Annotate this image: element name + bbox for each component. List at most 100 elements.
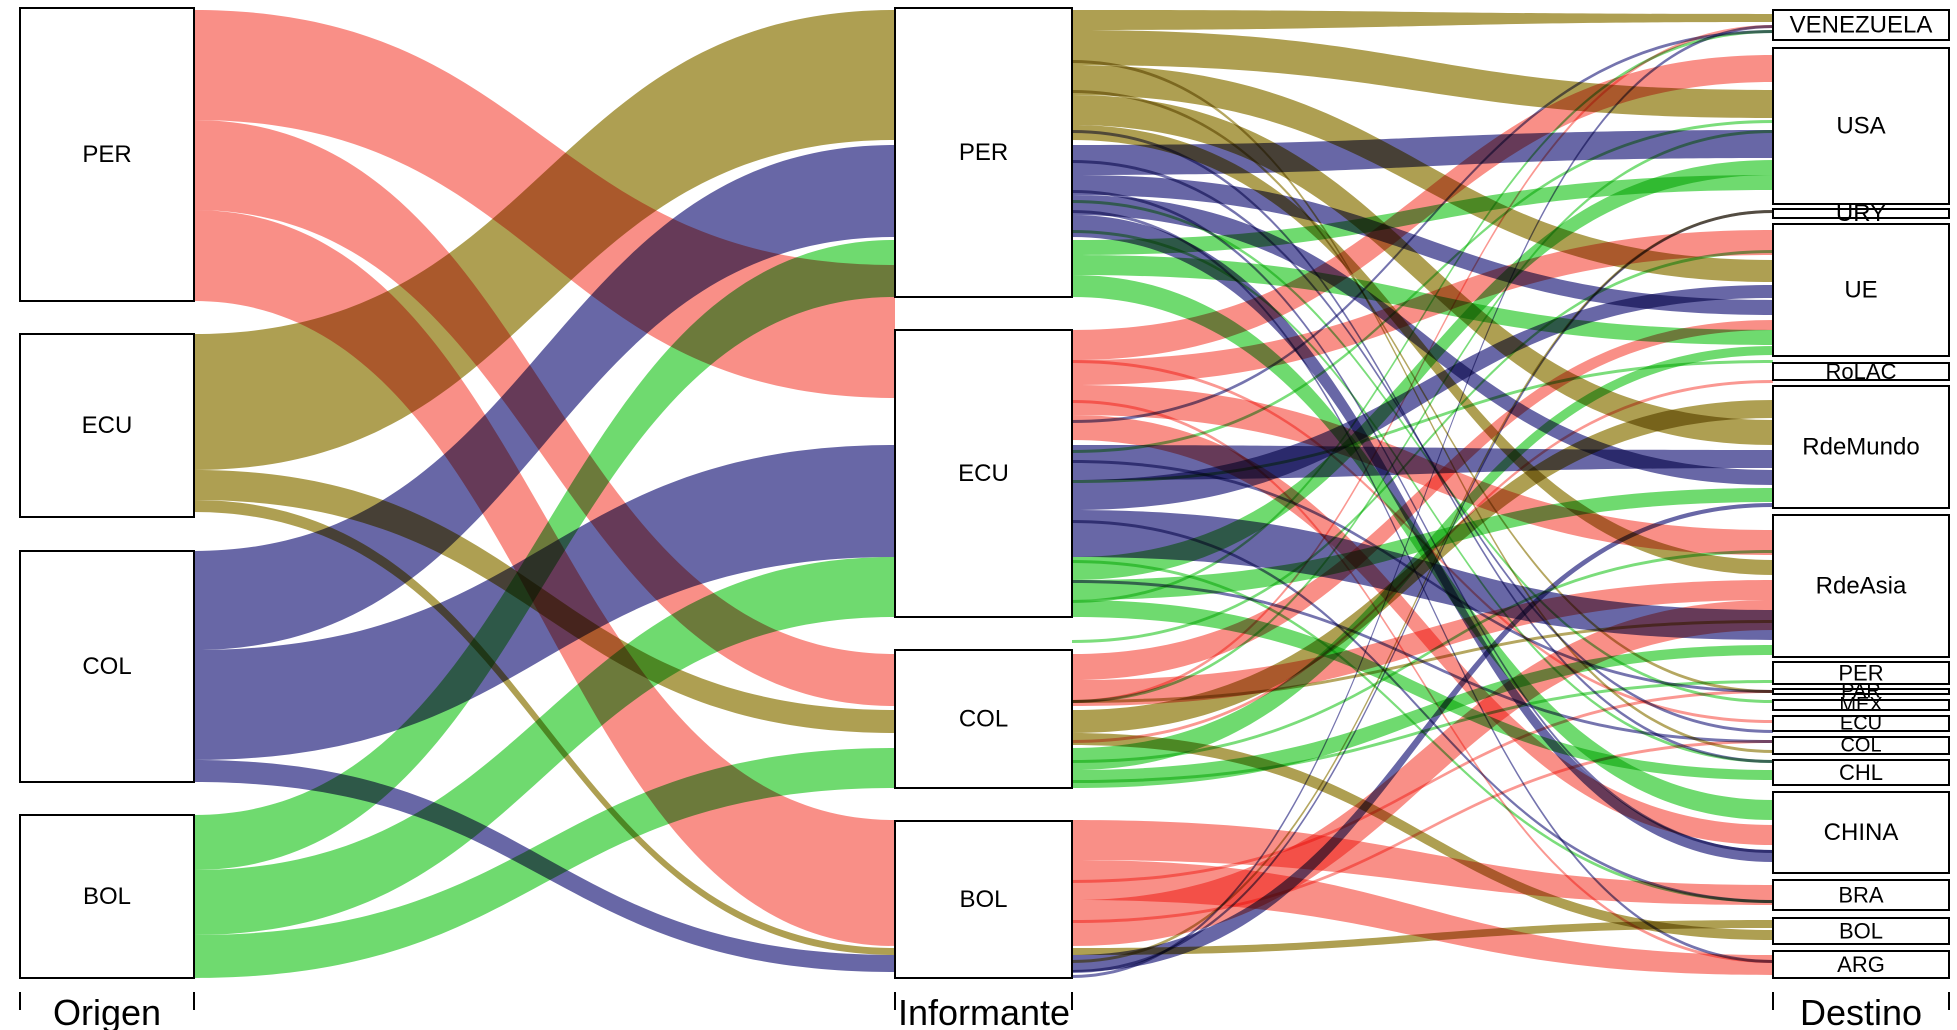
- flow-link-28: [1072, 620, 1773, 703]
- destino-node-per-box: [1772, 661, 1950, 685]
- destino-node-ury-label: URY: [1836, 200, 1886, 227]
- origen-node-ecu-box: [19, 333, 195, 518]
- informante-node-col-label: COL: [959, 706, 1008, 733]
- flow-ecu-to-rdemundo: [1072, 488, 1773, 600]
- informante-node-bol-label: BOL: [959, 886, 1007, 913]
- destino-node-ecu-label: ECU: [1840, 713, 1882, 735]
- flow-per-to-venezuela: [1072, 10, 1773, 30]
- flow-per-to-rdemundo: [1072, 195, 1773, 485]
- axis-label-destino: Destino: [1800, 992, 1922, 1030]
- flow-link-10: [1072, 200, 1773, 703]
- origin-to-informante-flows: [194, 10, 895, 978]
- flow-col-to-per: [194, 145, 895, 650]
- destino-node-rdeasia-box: [1772, 514, 1950, 658]
- flow-ecu-to-usa: [1072, 55, 1773, 360]
- destino-node-china-box: [1772, 791, 1950, 874]
- destino-node-ue-box: [1772, 223, 1950, 357]
- flow-link-15: [1072, 30, 1773, 603]
- flow-ecu-to-usa: [1072, 160, 1773, 580]
- destino-node-ue-label: UE: [1844, 277, 1877, 304]
- flow-ecu-to-per: [194, 10, 895, 470]
- destino-node-rolac-label: RoLAC: [1826, 359, 1897, 384]
- flow-link-13: [1072, 360, 1773, 483]
- destino-node-usa-box: [1772, 47, 1950, 205]
- flow-col-to-rdemundo: [1072, 400, 1773, 733]
- flow-ecu-to-chl: [1072, 600, 1773, 780]
- flow-bol-to-rdeasia: [1072, 600, 1773, 946]
- origen-node-col-box: [19, 550, 195, 783]
- destino-node-mex-label: MEX: [1839, 694, 1882, 716]
- flow-bol-to-per: [194, 240, 895, 870]
- origen-node-bol-label: BOL: [83, 883, 131, 910]
- flow-link-8: [1072, 25, 1773, 978]
- destino-node-usa-label: USA: [1836, 113, 1885, 140]
- flow-bol-to-rdemundo: [1072, 503, 1773, 972]
- flow-bol-to-ecu: [194, 557, 895, 935]
- flow-link-16: [1072, 250, 1773, 643]
- flow-link-5: [1072, 460, 1773, 693]
- flow-link-24: [1072, 690, 1773, 883]
- flow-col-to-ecu: [194, 445, 895, 760]
- flow-link-20: [1072, 360, 1773, 723]
- flow-bol-to-col: [194, 748, 895, 978]
- flow-link-18: [1072, 550, 1773, 763]
- flow-per-to-ue: [1072, 65, 1773, 282]
- destino-node-bra-label: BRA: [1838, 883, 1884, 908]
- flow-link-26: [1072, 60, 1773, 753]
- informante-to-destino-flows: [1072, 10, 1773, 978]
- flow-link-4: [1072, 30, 1773, 423]
- flow-link-6: [1072, 520, 1773, 903]
- origen-node-col-label: COL: [82, 653, 131, 680]
- destino-node-par-label: PAR: [1841, 681, 1881, 703]
- flow-bol-to-bra: [1072, 820, 1773, 905]
- flow-link-12: [1072, 120, 1773, 453]
- destino-node-col-box: [1772, 736, 1950, 755]
- flow-col-to-ue: [1072, 346, 1773, 770]
- destino-node-bol-box: [1772, 917, 1950, 945]
- informante-node-per-box: [894, 7, 1073, 298]
- flow-per-to-ue: [1072, 175, 1773, 315]
- node-boxes: PERECUCOLBOLPERECUCOLBOLVENEZUELAUSAURYU…: [19, 7, 1950, 979]
- flow-link-21: [1072, 400, 1773, 963]
- destino-node-chl-label: CHL: [1839, 760, 1883, 785]
- axis-label-origen: Origen: [53, 992, 161, 1030]
- flow-col-to-bol: [1072, 733, 1773, 940]
- origen-node-ecu-label: ECU: [82, 412, 133, 439]
- flow-link-29: [1072, 210, 1773, 963]
- destino-node-bra-box: [1772, 879, 1950, 911]
- flow-link-9: [1072, 210, 1773, 973]
- destino-node-rdemundo-label: RdeMundo: [1802, 434, 1919, 461]
- destino-node-rdemundo-box: [1772, 385, 1950, 509]
- destino-node-ecu-box: [1772, 715, 1950, 732]
- informante-node-ecu-box: [894, 329, 1073, 618]
- origen-node-bol-box: [19, 814, 195, 979]
- destino-node-bol-label: BOL: [1839, 919, 1883, 944]
- flow-link-22: [1072, 25, 1773, 703]
- destino-node-china-label: CHINA: [1824, 819, 1899, 846]
- destino-node-ury-box: [1772, 208, 1950, 219]
- destino-node-venezuela-box: [1772, 9, 1950, 41]
- destino-node-venezuela-label: VENEZUELA: [1790, 12, 1933, 39]
- informante-node-per-label: PER: [959, 139, 1008, 166]
- destino-node-col-label: COL: [1840, 735, 1881, 757]
- flow-col-to-rdeasia: [1072, 580, 1773, 706]
- flow-link-2: [1072, 190, 1773, 853]
- informante-node-ecu-label: ECU: [958, 460, 1009, 487]
- origen-node-per-label: PER: [82, 141, 131, 168]
- flow-link-17: [1072, 130, 1773, 703]
- destino-node-arg-box: [1772, 950, 1950, 979]
- destino-node-chl-box: [1772, 759, 1950, 786]
- flow-link-11: [1072, 230, 1773, 763]
- flow-link-19: [1072, 680, 1773, 783]
- destino-node-per-label: PER: [1838, 661, 1883, 686]
- flow-link-27: [1072, 90, 1773, 693]
- flow-link-25: [1072, 740, 1773, 923]
- destino-node-rolac-box: [1772, 362, 1950, 381]
- destino-node-rdeasia-label: RdeAsia: [1816, 573, 1907, 600]
- axis-labels: Origen Informante Destino: [19, 992, 1950, 1030]
- flow-per-to-rdemundo: [1072, 95, 1773, 445]
- informante-node-bol-box: [894, 820, 1073, 979]
- origen-node-per-box: [19, 7, 195, 302]
- destino-node-par-box: [1772, 688, 1950, 695]
- destino-node-arg-label: ARG: [1837, 952, 1885, 977]
